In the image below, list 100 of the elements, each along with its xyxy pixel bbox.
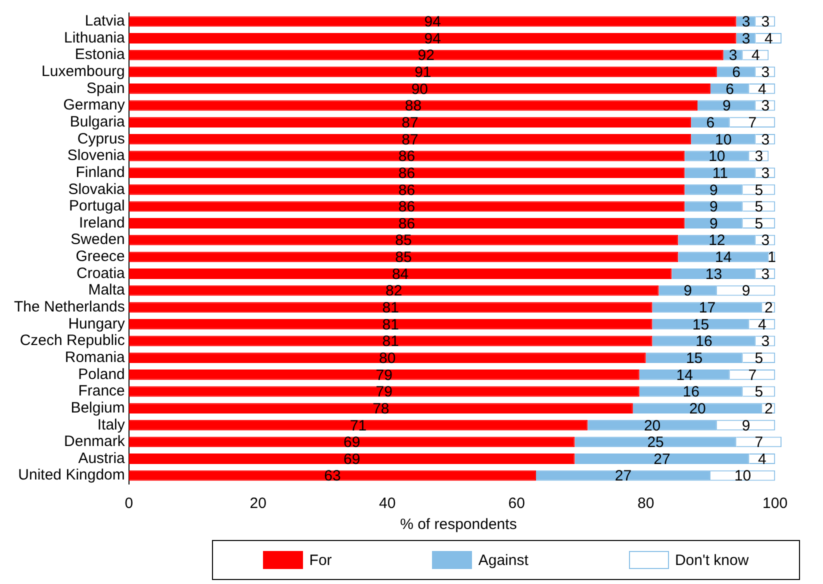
data-label: 9	[710, 198, 718, 216]
data-label: 71	[350, 417, 367, 434]
y-tick-label: Denmark	[64, 433, 126, 450]
data-label: 3	[761, 131, 770, 148]
data-label: 94	[424, 14, 441, 31]
data-label: 6	[732, 64, 740, 82]
data-label: 6	[726, 80, 734, 98]
data-label: 5	[754, 182, 764, 199]
y-tick-label: Romania	[64, 348, 126, 366]
y-tick-label: Slovakia	[68, 180, 126, 198]
data-label: 27	[654, 450, 670, 468]
y-tick-label: Belgium	[70, 399, 125, 416]
data-label: 9	[742, 282, 750, 300]
y-tick-label: Czech Republic	[20, 332, 126, 350]
data-label: 17	[698, 300, 716, 317]
x-tick-label: 0	[124, 495, 134, 512]
data-label: 3	[761, 14, 770, 31]
x-axis-title: % of respondents	[400, 516, 517, 534]
data-label: 81	[382, 333, 399, 350]
data-label: 2	[764, 400, 773, 418]
data-label: 3	[761, 64, 770, 82]
y-tick-label: Ireland	[79, 214, 125, 232]
y-tick-label: Germany	[63, 96, 126, 114]
x-tick-label: 20	[250, 495, 266, 512]
data-label: 69	[343, 450, 360, 468]
y-tick-label: Lithuania	[64, 29, 126, 46]
y-tick-label: Estonia	[74, 46, 126, 64]
data-label: 5	[754, 384, 764, 401]
data-label: 13	[705, 266, 722, 283]
y-tick-label: Hungary	[68, 315, 126, 332]
data-label: 4	[758, 80, 766, 98]
y-tick-label: Portugal	[69, 198, 125, 215]
data-label: 20	[689, 400, 706, 418]
data-label: 15	[692, 316, 710, 334]
data-label: 9	[722, 98, 731, 115]
data-label: 3	[742, 14, 750, 31]
y-tick-label: Bulgaria	[70, 113, 126, 130]
data-label: 80	[379, 350, 396, 367]
data-label: 12	[708, 232, 726, 250]
data-label: 86	[398, 164, 416, 182]
data-label: 7	[748, 114, 757, 132]
y-tick-label: Poland	[78, 366, 125, 383]
y-tick-label: Malta	[88, 282, 126, 299]
data-label: 9	[710, 182, 718, 199]
data-label: 16	[696, 333, 712, 350]
y-tick-label: Italy	[97, 416, 126, 434]
data-label: 86	[398, 215, 416, 232]
data-label: 4	[752, 47, 760, 64]
data-label: 10	[715, 131, 732, 148]
data-label: 27	[614, 468, 632, 485]
data-label: 10	[708, 148, 726, 166]
data-label: 4	[764, 30, 773, 48]
data-label: 85	[395, 249, 412, 266]
data-label: 91	[414, 64, 432, 82]
y-tick-label: Latvia	[84, 12, 126, 30]
y-tick-label: Luxembourg	[42, 63, 125, 80]
data-label: 3	[761, 98, 770, 115]
data-label: 69	[343, 434, 360, 452]
y-tick-label: France	[78, 382, 125, 400]
data-label: 2	[764, 300, 773, 317]
data-label: 3	[761, 333, 770, 350]
data-label: 6	[706, 114, 715, 132]
data-label: 16	[682, 384, 700, 401]
data-label: 86	[398, 148, 416, 166]
data-label: 78	[372, 400, 390, 418]
x-tick-label: 60	[508, 495, 525, 512]
data-label: 86	[398, 182, 416, 199]
data-label: 94	[424, 30, 441, 48]
data-label: 9	[710, 215, 718, 232]
y-tick-label: The Netherlands	[14, 298, 125, 316]
data-label: 79	[376, 384, 392, 401]
data-label: 82	[385, 282, 402, 300]
data-label: 5	[754, 198, 764, 216]
data-label: 3	[761, 232, 770, 250]
y-tick-label: Cyprus	[77, 130, 125, 148]
data-label: 92	[418, 47, 434, 64]
legend-label: Don't know	[674, 552, 749, 568]
data-label: 84	[392, 266, 409, 283]
y-tick-label: Spain	[86, 80, 125, 97]
data-label: 86	[398, 198, 416, 216]
data-label: 3	[742, 30, 750, 48]
data-label: 87	[402, 114, 418, 132]
legend-label: For	[309, 552, 332, 568]
data-label: 25	[647, 434, 664, 452]
data-label: 81	[382, 316, 399, 334]
data-label: 90	[411, 80, 428, 98]
data-label: 9	[684, 282, 692, 300]
data-label: 5	[754, 350, 764, 367]
data-label: 85	[395, 232, 412, 250]
x-tick-label: 100	[762, 495, 788, 512]
y-tick-label: Austria	[78, 450, 126, 467]
data-label: 3	[754, 148, 764, 166]
data-label: 4	[758, 450, 766, 468]
data-label: 3	[728, 47, 738, 64]
data-label: 3	[761, 266, 770, 283]
data-label: 14	[715, 249, 732, 266]
data-label: 20	[644, 417, 661, 434]
data-label: 63	[324, 468, 341, 485]
data-label: 14	[676, 366, 693, 384]
data-label: 81	[382, 300, 399, 317]
